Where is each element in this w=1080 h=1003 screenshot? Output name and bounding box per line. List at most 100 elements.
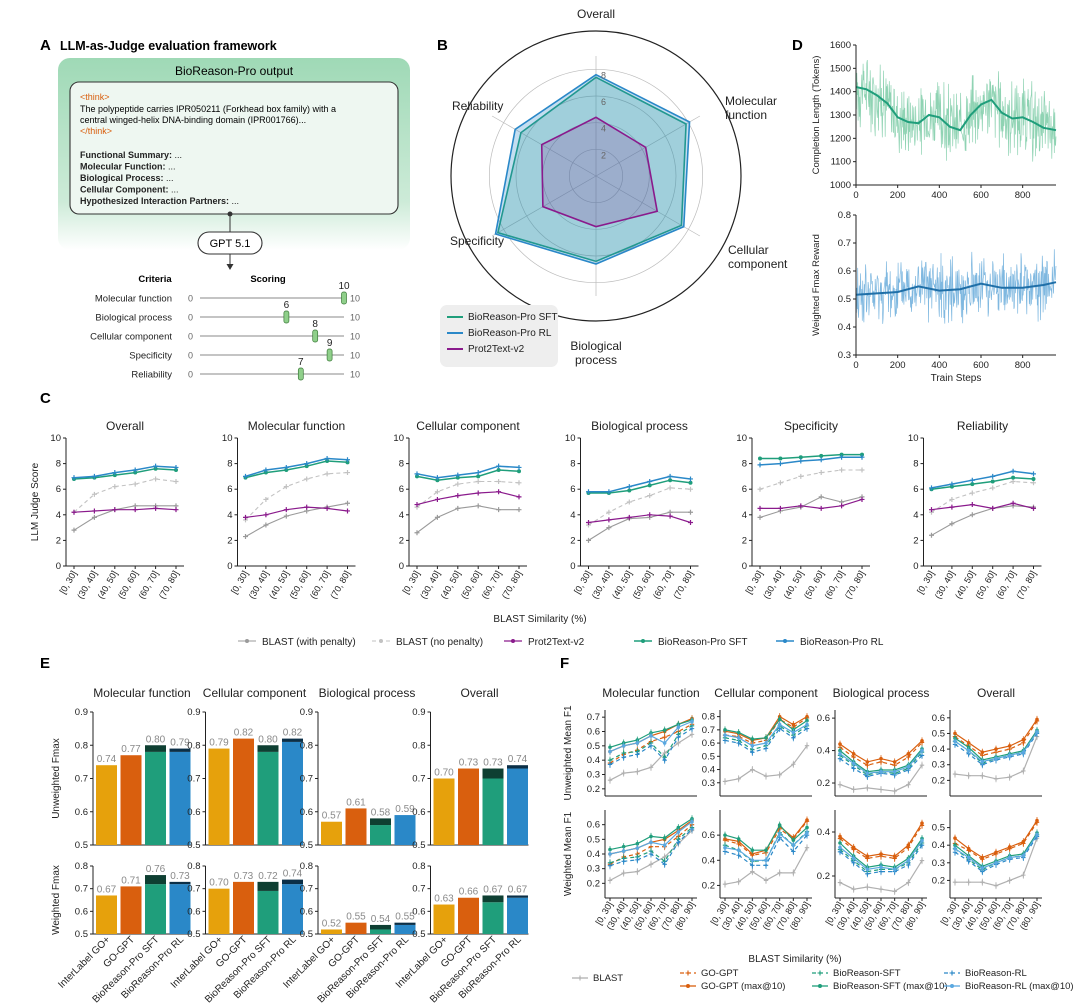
f1-row: 0.2 0.4 0.6 [817, 710, 927, 797]
bar [282, 884, 303, 934]
connector-dot [227, 211, 233, 217]
scale-min: 0 [188, 332, 193, 342]
data-point [851, 787, 856, 792]
mean-f1-plots: Molecular function 0.2 0.3 0.4 0.5 0.6 0.7 Unwe… [563, 686, 1042, 965]
x-tick-label: 800 [1015, 360, 1031, 371]
subplot-title: Overall [977, 686, 1015, 700]
data-point [112, 484, 118, 490]
bar [507, 768, 528, 845]
x-tick-label: (70, 80] [671, 569, 695, 600]
y-tick-label: 0.8 [75, 740, 88, 751]
data-point [736, 837, 741, 841]
data-point [455, 475, 460, 480]
data-point [1035, 832, 1039, 837]
bar-max-segment [257, 745, 279, 752]
data-point [304, 464, 309, 469]
y-tick-label: 2 [56, 535, 61, 546]
bar [394, 815, 416, 845]
data-point [990, 505, 996, 511]
bar [458, 897, 479, 934]
y-tick-label: 0.4 [932, 840, 945, 851]
data-point [662, 862, 667, 867]
bar-row-unweighted: 0.5 0.6 0.7 0.8 0.9 0.57 0.61 0.58 0.59 [300, 707, 416, 851]
y-tick-label: 8 [570, 459, 575, 470]
data-point [455, 493, 461, 499]
y-tick-label: 0.8 [412, 740, 425, 751]
legend-marker [379, 639, 383, 643]
criteria-row: Biological process 0 10 6 [95, 300, 360, 324]
data-point [906, 782, 911, 787]
series-line [245, 457, 348, 478]
panel-d: D 1000 1100 1200 1300 1400 1500 1600 0 200 400 600… [792, 37, 1057, 384]
data-point [243, 534, 248, 540]
bar-value-label: 0.79 [209, 738, 229, 749]
y-tick-label: 0.8 [300, 861, 313, 872]
data-point [112, 470, 118, 476]
data-point [892, 854, 897, 858]
data-point [91, 473, 97, 479]
data-point [586, 537, 591, 543]
series-line [760, 498, 863, 510]
data-point [345, 470, 350, 476]
y-axis-label: Weighted Mean F1 [563, 811, 574, 896]
legend-label: BLAST (with penalty) [262, 637, 356, 648]
y-tick-label: 0.9 [300, 707, 313, 718]
data-point [689, 826, 695, 832]
radar-axis-label-line: Biological [570, 339, 621, 353]
y-tick-label: 0.5 [587, 834, 600, 845]
y-tick-label: 1200 [830, 133, 851, 144]
output-field-label: Cellular Component: [80, 185, 169, 195]
y-tick-label: 0.7 [838, 238, 851, 249]
bar-value-label: 0.82 [283, 728, 303, 739]
y-tick-label: 8 [742, 459, 747, 470]
data-point [764, 735, 768, 740]
data-point [879, 852, 883, 856]
data-point [304, 461, 310, 467]
data-point [777, 832, 782, 836]
y-tick-label: 2 [399, 535, 404, 546]
data-point [283, 484, 289, 490]
data-point [879, 865, 883, 869]
series-line [931, 476, 1034, 490]
data-point [763, 746, 769, 751]
data-point [777, 505, 783, 511]
y-tick-label: 0.7 [187, 774, 200, 785]
training-curves: 1000 1100 1200 1300 1400 1500 1600 0 200 400 600 80… [811, 40, 1057, 384]
data-point [722, 881, 728, 887]
output-field: Biological Process: ... [80, 173, 174, 183]
data-point [949, 484, 954, 489]
legend-label: Prot2Text-v2 [528, 637, 585, 648]
data-point [892, 769, 897, 774]
data-point [966, 773, 971, 778]
data-point [284, 468, 289, 472]
data-point [676, 825, 681, 830]
data-point [414, 502, 420, 508]
y-tick-label: 10 [222, 433, 233, 444]
output-field-label: Hypothesized Interaction Partners: [80, 196, 229, 206]
data-point [649, 840, 653, 845]
y-tick-label: 0.6 [838, 266, 851, 277]
data-point [736, 776, 741, 781]
y-tick-label: 6 [913, 484, 918, 495]
data-point [990, 479, 995, 484]
data-point [839, 454, 845, 460]
subplot-title: Cellular component [203, 686, 307, 700]
bar-max-segment [482, 895, 504, 903]
series-line [245, 472, 348, 521]
data-point [667, 513, 673, 519]
think-text-line-2: central winged-helix DNA-binding domain … [80, 115, 306, 125]
radar-axis-label: Specificity [450, 234, 504, 248]
data-point [994, 747, 998, 751]
data-point [764, 848, 768, 853]
data-point [906, 752, 911, 756]
criteria-name: Specificity [129, 351, 172, 362]
y-tick-label: 0.4 [587, 849, 600, 860]
scale-max: 10 [350, 313, 360, 323]
data-point [517, 469, 521, 474]
data-point [1007, 775, 1012, 780]
y-tick-label: 4 [399, 510, 404, 521]
y-tick-label: 10 [736, 433, 747, 444]
panel-b-letter: B [437, 37, 448, 54]
data-point [723, 728, 727, 732]
